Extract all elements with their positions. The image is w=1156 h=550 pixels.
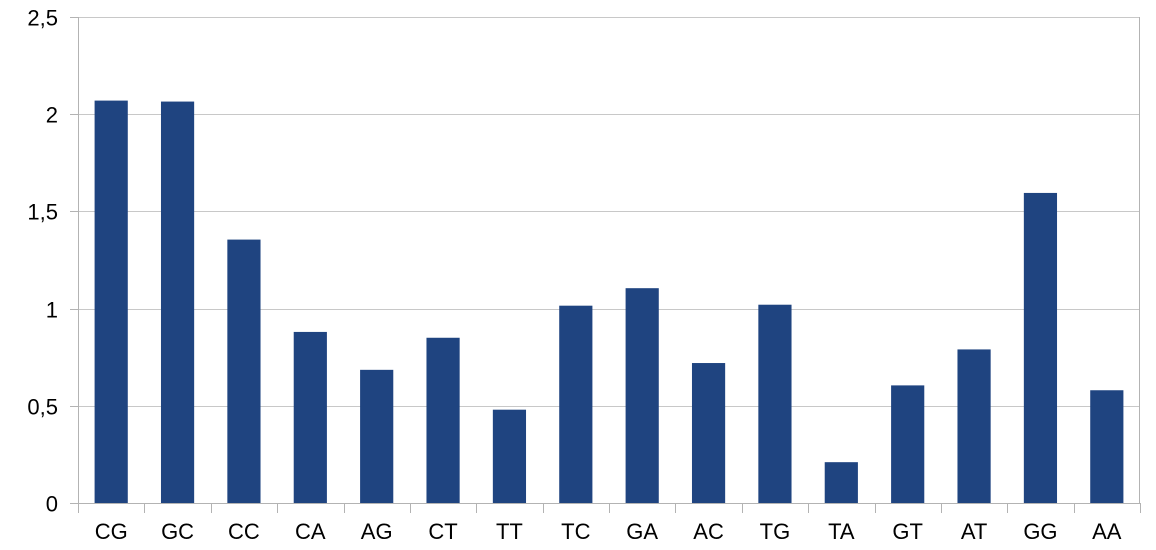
bar-tg: [758, 304, 792, 503]
y-tick-label: 2,5: [27, 6, 58, 31]
x-tick-label: TG: [760, 519, 791, 544]
axes: [70, 17, 1141, 513]
bar-ac: [691, 363, 726, 503]
bar-tc: [559, 305, 593, 503]
x-tick-label: TC: [561, 519, 590, 544]
y-tick-label: 1,5: [27, 200, 58, 225]
x-tick-label: GA: [626, 519, 658, 544]
x-tick-label: CC: [228, 519, 260, 544]
bar-gg: [1023, 192, 1058, 503]
bar-ag: [360, 369, 394, 503]
x-tick-label: AG: [361, 519, 393, 544]
bar-ca: [293, 331, 327, 503]
bar-ct: [426, 337, 460, 503]
bar-ga: [625, 288, 659, 503]
y-tick-label: 2: [46, 103, 58, 128]
y-tick-labels: 0 0,5 1 1,5 2 2,5: [27, 6, 58, 517]
bar-ta: [824, 462, 858, 503]
bar-tt: [492, 409, 527, 503]
x-tick-label: GG: [1023, 519, 1057, 544]
x-tick-label: TA: [828, 519, 855, 544]
x-tick-label: AC: [693, 519, 724, 544]
bar-gc: [160, 101, 195, 504]
x-tick-label: GT: [892, 519, 923, 544]
bar-gt: [891, 385, 925, 503]
bar-at: [957, 349, 991, 503]
y-tick-label: 1: [46, 298, 58, 323]
x-tick-label: CT: [428, 519, 457, 544]
x-tick-label: TT: [496, 519, 523, 544]
bars: [94, 100, 1124, 504]
x-tick-labels: CG GC CC CA AG CT TT TC GA AC TG TA GT AT GG AA: [95, 519, 1122, 544]
y-tick-label: 0,5: [27, 395, 58, 420]
bar-aa: [1090, 390, 1124, 503]
x-tick-label: CG: [95, 519, 128, 544]
x-tick-label: GC: [161, 519, 194, 544]
bar-cc: [227, 239, 261, 503]
y-tick-label: 0: [46, 492, 58, 517]
x-tick-label: CA: [295, 519, 326, 544]
x-tick-label: AA: [1092, 519, 1122, 544]
x-tick-label: AT: [961, 519, 987, 544]
bar-cg: [94, 100, 128, 503]
